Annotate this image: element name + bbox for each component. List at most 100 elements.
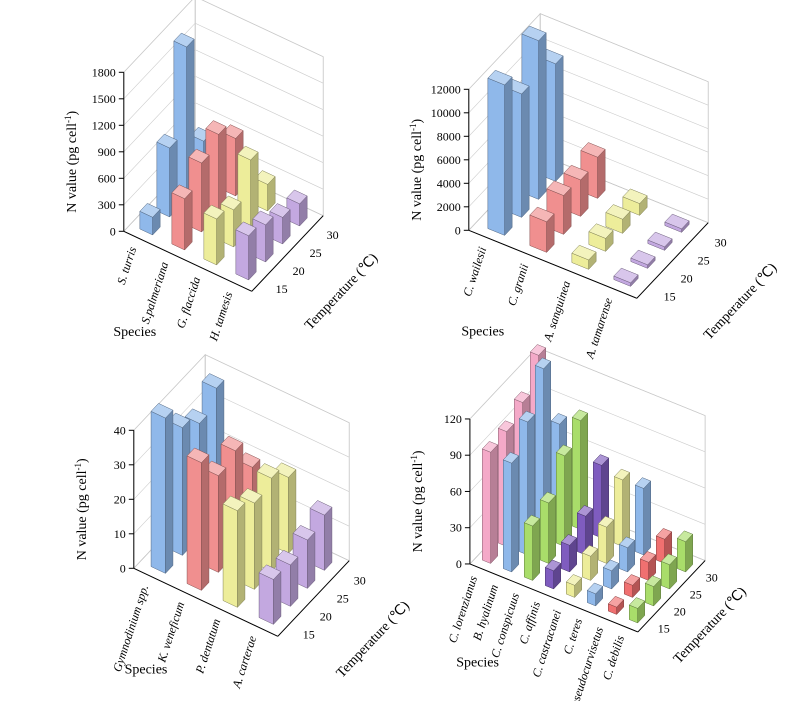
bar [605, 204, 631, 234]
bar [613, 468, 631, 548]
x-axis [468, 229, 637, 299]
bar-front [635, 484, 644, 556]
y-title-end: ) [411, 450, 426, 455]
bar-top [529, 344, 547, 356]
x-tick-label: C. teres [560, 616, 585, 656]
bar-top [173, 32, 195, 48]
bar-front [222, 503, 238, 608]
grid-line [123, 0, 324, 73]
bar-side [184, 190, 193, 251]
bar [544, 559, 562, 590]
panel: 0 2000 4000 6000 8000 10000 12000 N value (pg c… [408, 12, 780, 361]
y-tick-label: 40 [114, 423, 126, 437]
bar-top [254, 170, 276, 185]
bar-top [529, 206, 555, 223]
bar-side [532, 517, 540, 582]
bar [258, 564, 282, 625]
bar-front [598, 523, 607, 564]
bar-top [571, 409, 589, 421]
x-axis-title: Species [456, 656, 499, 671]
bar-top [592, 454, 610, 466]
bar-top [497, 420, 515, 432]
y-tick-label: 600 [98, 171, 116, 185]
y-axis-title: N value (pg cell-1) [73, 458, 90, 560]
y-tick-label: 900 [98, 145, 116, 159]
bar-side [216, 210, 225, 266]
x-axis [123, 230, 253, 292]
bar-front [619, 544, 628, 573]
y-tick-label: 12000 [431, 82, 461, 96]
bar-top [502, 452, 520, 464]
bar [139, 203, 161, 236]
y-tick-label: 0 [120, 561, 126, 575]
bar-front [235, 229, 249, 281]
y-tick-label: 300 [98, 198, 116, 212]
bar [571, 244, 597, 270]
bar [644, 575, 662, 607]
bar-top [634, 477, 652, 489]
bar-top [655, 528, 673, 540]
x-tick-label: A. tamarense [582, 295, 615, 361]
bar [487, 69, 513, 236]
y-axis-title: N value (pg cell-1) [408, 118, 425, 220]
x-tick-label: Gymnodinium spp. [110, 583, 151, 674]
bar-side [597, 148, 606, 199]
z-tick-label: 15 [276, 282, 288, 296]
bar-top [607, 596, 625, 608]
bar-side [622, 471, 630, 548]
bar-front [186, 455, 202, 591]
bar-side [290, 556, 299, 607]
bar-front [487, 77, 505, 236]
bar [156, 133, 178, 218]
bar-top [644, 575, 662, 587]
y-tick-label: 2000 [437, 200, 461, 214]
y-title-text: N value (pg cell [411, 463, 426, 553]
bar-front [661, 561, 670, 590]
grid-line [123, 22, 324, 100]
bar-side [555, 55, 564, 182]
z-axis [636, 222, 709, 299]
bar-top [523, 514, 541, 527]
bar-front [156, 141, 170, 218]
z-axis [251, 215, 324, 292]
bar [664, 213, 690, 233]
bar-top [647, 231, 673, 248]
bar-side [201, 454, 210, 591]
bar-top [188, 148, 210, 164]
bar-side [548, 494, 556, 565]
bar-side [165, 409, 174, 574]
z-tick-label: 30 [706, 570, 718, 584]
z-axis [637, 560, 706, 633]
bar-front [556, 452, 565, 547]
y-tick-label: 60 [450, 484, 462, 498]
bar-front [645, 582, 654, 607]
bar-top [186, 447, 210, 464]
bar-side [273, 570, 282, 625]
bar-top [220, 435, 244, 452]
y-title-sup: -1 [73, 463, 83, 471]
bar-top [628, 597, 646, 609]
bar [602, 559, 620, 590]
bar-front [577, 512, 586, 556]
bar [523, 514, 541, 582]
grid-line [123, 75, 324, 153]
bar-front [171, 192, 185, 251]
y-tick-label: 1200 [92, 118, 116, 132]
bar [647, 231, 673, 251]
z-tick-label: 25 [690, 587, 702, 601]
bar-top [580, 142, 606, 158]
bar [634, 477, 652, 556]
x-tick-label: C. debilis [600, 633, 628, 681]
bar-top [184, 408, 208, 424]
x-tick-label: H. tamesis [206, 290, 235, 344]
bar-top [139, 203, 161, 218]
bar-front [640, 558, 649, 581]
y-tick-label: 10 [114, 527, 126, 541]
bar-top [630, 249, 656, 266]
bar-top [622, 188, 648, 204]
bar-top [550, 413, 568, 425]
bar-front [561, 541, 570, 573]
bar-side [307, 531, 316, 589]
bar [623, 574, 641, 599]
y-tick-label: 8000 [437, 129, 461, 143]
